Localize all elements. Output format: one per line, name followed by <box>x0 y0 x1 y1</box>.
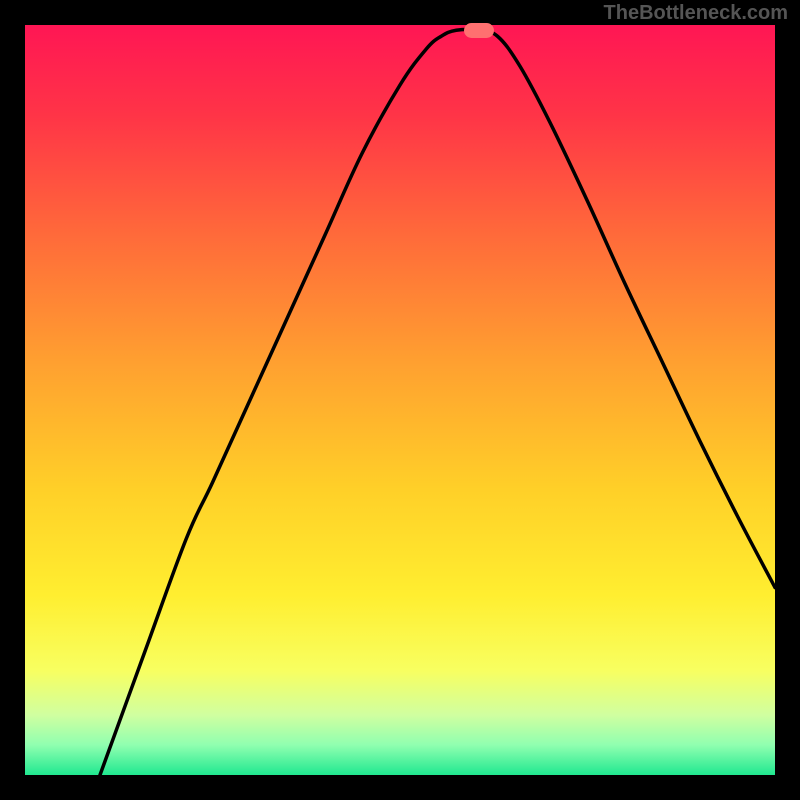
chart-container: TheBottleneck.com <box>0 0 800 800</box>
bottleneck-curve <box>25 25 775 775</box>
plot-area <box>25 25 775 775</box>
optimal-point-marker <box>464 23 494 38</box>
watermark-text: TheBottleneck.com <box>604 2 788 25</box>
